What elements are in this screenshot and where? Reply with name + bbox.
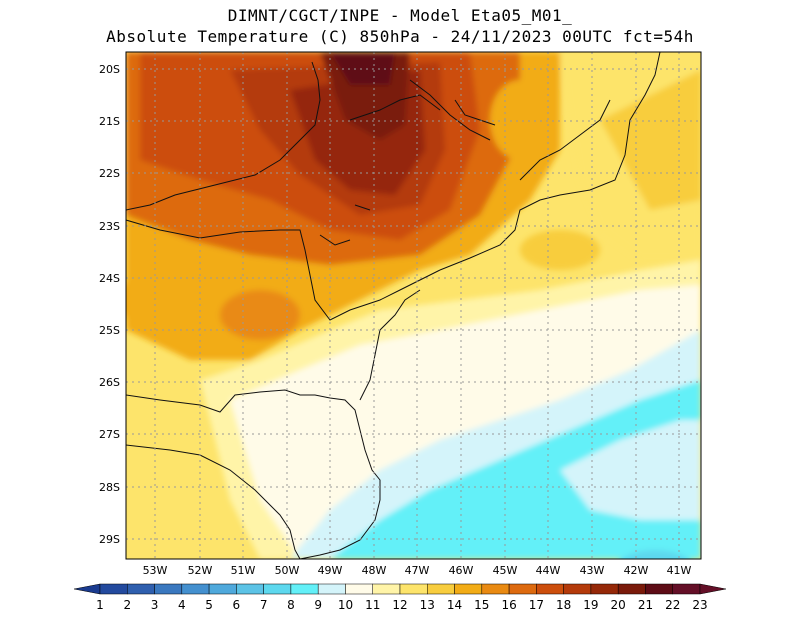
colorbar-label: 21 [638,598,653,612]
colorbar-label: 23 [692,598,707,612]
lat-label: 23S [99,220,120,233]
lon-label: 52W [188,564,213,577]
colorbar-swatch [508,583,537,595]
lat-labels: 20S 21S 22S 23S 24S 25S 26S 27S 28S 29S [99,63,120,546]
lon-label: 49W [318,564,343,577]
colorbar-label: 9 [314,598,322,612]
colorbar-label: 2 [123,598,131,612]
colorbar-label: 14 [447,598,462,612]
colorbar-swatch [236,583,264,595]
lat-label: 28S [99,481,120,494]
lon-label: 51W [231,564,256,577]
colorbar-swatch [590,583,619,595]
map-frame [125,51,702,560]
lon-labels: 53W 52W 51W 50W 49W 48W 47W 46W 45W 44W … [143,564,692,577]
colorbar-label: 10 [338,598,353,612]
colorbar-swatch [399,583,428,595]
colorbar-label: 16 [501,598,516,612]
colorbar-swatch [127,583,155,595]
colorbar-label: 13 [420,598,435,612]
title-line-1: DIMNT/CGCT/INPE - Model Eta05_M01_ [227,6,573,25]
colorbar-label: 19 [583,598,598,612]
colorbar-label: 12 [392,598,407,612]
colorbar-label: 3 [151,598,159,612]
lat-label: 24S [99,272,120,285]
colorbar-swatch [372,583,401,595]
colorbar-label: 5 [205,598,213,612]
title-line-2: Absolute Temperature (C) 850hPa - 24/11/… [106,27,694,46]
colorbar-label: 8 [287,598,295,612]
colorbar-swatch [208,583,237,595]
lon-label: 48W [362,564,387,577]
colorbar-swatch [99,583,128,595]
colorbar-swatch [154,583,183,595]
colorbar-swatch [563,583,592,595]
colorbar: 1 2 3 4 5 6 7 8 9 10 11 12 13 14 15 16 17 18 19 20 21 22 23 [73,583,727,612]
colorbar-swatch [290,583,319,595]
lon-label: 43W [580,564,605,577]
lat-label: 22S [99,167,120,180]
colorbar-swatch [672,583,701,595]
lon-label: 44W [536,564,561,577]
lon-label: 42W [624,564,649,577]
colorbar-label: 7 [260,598,268,612]
coastline-boundaries [126,52,661,559]
colorbar-label: 11 [365,598,380,612]
lat-label: 21S [99,115,120,128]
colorbar-swatch [263,583,292,595]
colorbar-label: 18 [556,598,571,612]
temperature-field [126,52,701,559]
colorbar-swatch [481,583,510,595]
grid-lines [126,52,701,559]
lat-label: 25S [99,324,120,337]
colorbar-label: 6 [233,598,241,612]
lon-label: 41W [667,564,692,577]
lat-label: 27S [99,428,120,441]
colorbar-label: 22 [665,598,680,612]
lon-label: 45W [493,564,518,577]
colorbar-swatch [317,583,346,595]
colorbar-swatch [427,583,455,595]
colorbar-label: 15 [474,598,489,612]
colorbar-swatch [454,583,483,595]
colorbar-swatch [345,583,373,595]
lat-label: 26S [99,376,120,389]
colorbar-arrow-right [699,583,727,595]
colorbar-swatch [617,583,646,595]
colorbar-label: 4 [178,598,186,612]
colorbar-swatch [536,583,564,595]
lat-label: 20S [99,63,120,76]
lat-label: 29S [99,533,120,546]
lon-label: 53W [143,564,168,577]
lon-label: 50W [275,564,300,577]
colorbar-label: 1 [96,598,104,612]
colorbar-label: 17 [529,598,544,612]
lon-label: 47W [405,564,430,577]
colorbar-arrow-left [73,583,101,595]
colorbar-label: 20 [611,598,626,612]
lon-label: 46W [449,564,474,577]
colorbar-swatch [645,583,673,595]
colorbar-swatch [181,583,210,595]
